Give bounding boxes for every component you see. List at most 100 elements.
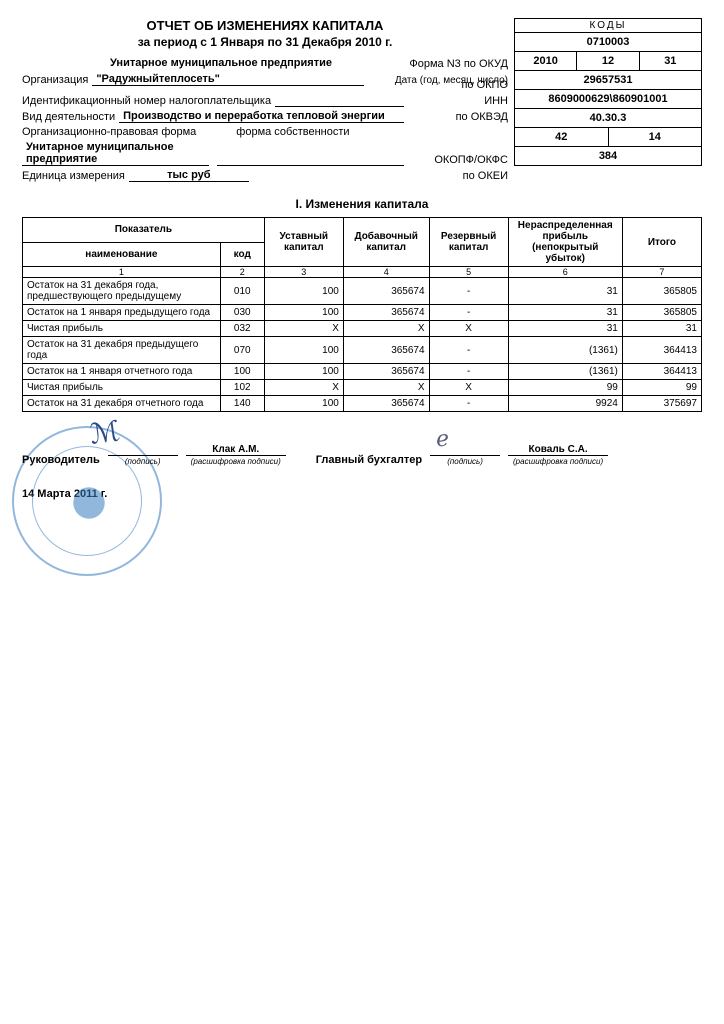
acct-name: Коваль С.А. <box>508 444 608 456</box>
th-indicator: Показатель <box>23 218 265 243</box>
cell-c3: X <box>264 380 343 396</box>
cell-code: 070 <box>220 337 264 364</box>
head-sig-sub: (подпись) <box>108 457 178 466</box>
cell-c7: 99 <box>622 380 701 396</box>
cell-c6: 31 <box>508 321 622 337</box>
inn-label: ИНН <box>408 95 508 107</box>
cell-name: Чистая прибыль <box>23 380 221 396</box>
table-row: Остаток на 31 декабря года, предшествующ… <box>23 278 702 305</box>
signature-block: ℳ Руководитель (подпись) Клак А.М. (расш… <box>22 444 702 466</box>
cell-c7: 365805 <box>622 278 701 305</box>
cell-c6: 31 <box>508 278 622 305</box>
cell-c6: 99 <box>508 380 622 396</box>
cell-c5: - <box>429 396 508 412</box>
cell-name: Остаток на 31 декабря предыдущего года <box>23 337 221 364</box>
cell-c7: 365805 <box>622 305 701 321</box>
code-okfs: 14 <box>609 128 703 147</box>
cell-c4: X <box>343 380 429 396</box>
org-text1: Унитарное муниципальное предприятие <box>106 57 404 70</box>
activity-line: Вид деятельности Производство и перерабо… <box>22 110 508 123</box>
head-sig-line <box>108 455 178 456</box>
unit-label: Единица измерения <box>22 170 125 182</box>
unit-line: Единица измерения тыс руб по ОКЕИ <box>22 169 508 182</box>
cell-c4: 365674 <box>343 364 429 380</box>
code-month: 12 <box>577 52 639 71</box>
table-head: Показатель Уставный капитал Добавочный к… <box>23 218 702 278</box>
head-name-sub: (расшифровка подписи) <box>186 457 286 466</box>
cell-name: Остаток на 31 декабря отчетного года <box>23 396 221 412</box>
legal-label: Организационно-правовая форма <box>22 126 196 138</box>
cell-c4: X <box>343 321 429 337</box>
cell-code: 102 <box>220 380 264 396</box>
cell-code: 140 <box>220 396 264 412</box>
acct-sig-line <box>430 455 500 456</box>
capital-table: Показатель Уставный капитал Добавочный к… <box>22 217 702 412</box>
cell-c7: 375697 <box>622 396 701 412</box>
code-okei: 384 <box>514 147 702 166</box>
cell-c3: 100 <box>264 396 343 412</box>
code-year: 2010 <box>514 52 577 71</box>
header-row: ОТЧЕТ ОБ ИЗМЕНЕНИЯХ КАПИТАЛА за период с… <box>22 18 702 185</box>
head-signature: Руководитель (подпись) Клак А.М. (расшиф… <box>22 444 286 466</box>
acct-label: Главный бухгалтер <box>316 454 422 466</box>
okopf-label: ОКОПФ/ОКФС <box>408 154 508 166</box>
cell-code: 030 <box>220 305 264 321</box>
cell-name: Чистая прибыль <box>23 321 221 337</box>
table-row: Чистая прибыль032XXX3131 <box>23 321 702 337</box>
cell-c4: 365674 <box>343 278 429 305</box>
cell-name: Остаток на 1 января предыдущего года <box>23 305 221 321</box>
cell-code: 100 <box>220 364 264 380</box>
section-title: I. Изменения капитала <box>22 197 702 211</box>
coln-6: 6 <box>508 267 622 278</box>
cell-c3: 100 <box>264 305 343 321</box>
table-row: Остаток на 1 января отчетного года100100… <box>23 364 702 380</box>
code-okved: 40.30.3 <box>514 109 702 128</box>
cell-c5: - <box>429 305 508 321</box>
codes-header: КОДЫ <box>514 18 702 33</box>
org-name: "Радужныйтеплосеть" <box>92 73 364 86</box>
report-title: ОТЧЕТ ОБ ИЗМЕНЕНИЯХ КАПИТАЛА <box>22 18 508 33</box>
code-okud: 0710003 <box>514 33 702 52</box>
cell-code: 032 <box>220 321 264 337</box>
okpo-label: по ОКПО <box>408 79 508 91</box>
head-name: Клак А.М. <box>186 444 286 456</box>
code-day: 31 <box>640 52 702 71</box>
cell-c5: X <box>429 321 508 337</box>
code-okopf: 42 <box>514 128 609 147</box>
signature-scrawl-2: ℯ <box>435 426 450 453</box>
cell-c5: - <box>429 337 508 364</box>
cell-name: Остаток на 1 января отчетного года <box>23 364 221 380</box>
th-c4: Добавочный капитал <box>343 218 429 267</box>
cell-c7: 364413 <box>622 337 701 364</box>
org-line1: Унитарное муниципальное предприятие Форм… <box>22 57 508 70</box>
ownership-label: форма собственности <box>236 126 349 138</box>
code-inn: 8609000629\860901001 <box>514 90 702 109</box>
cell-c6: 9924 <box>508 396 622 412</box>
th-c6: Нераспределенная прибыль (непокрытый убы… <box>508 218 622 267</box>
coln-1: 1 <box>23 267 221 278</box>
org-label: Организация <box>22 74 88 86</box>
accountant-signature: ℯ Главный бухгалтер (подпись) Коваль С.А… <box>316 444 608 466</box>
table-row: Остаток на 1 января предыдущего года0301… <box>23 305 702 321</box>
cell-c4: 365674 <box>343 396 429 412</box>
unit-value: тыс руб <box>129 169 249 182</box>
cell-c5: - <box>429 364 508 380</box>
taxid-line: Идентификационный номер налогоплательщик… <box>22 94 508 107</box>
table-row: Остаток на 31 декабря отчетного года1401… <box>23 396 702 412</box>
report-period: за период с 1 Января по 31 Декабря 2010 … <box>22 35 508 49</box>
cell-c5: X <box>429 380 508 396</box>
th-name: наименование <box>23 242 221 267</box>
table-body: Остаток на 31 декабря года, предшествующ… <box>23 278 702 412</box>
table-row: Остаток на 31 декабря предыдущего года07… <box>23 337 702 364</box>
taxid-label: Идентификационный номер налогоплательщик… <box>22 95 271 107</box>
acct-sig-sub: (подпись) <box>430 457 500 466</box>
acct-name-sub: (расшифровка подписи) <box>508 457 608 466</box>
th-code: код <box>220 242 264 267</box>
cell-c4: 365674 <box>343 337 429 364</box>
coln-5: 5 <box>429 267 508 278</box>
coln-2: 2 <box>220 267 264 278</box>
th-c5: Резервный капитал <box>429 218 508 267</box>
cell-c5: - <box>429 278 508 305</box>
head-label: Руководитель <box>22 454 100 466</box>
cell-c6: (1361) <box>508 337 622 364</box>
